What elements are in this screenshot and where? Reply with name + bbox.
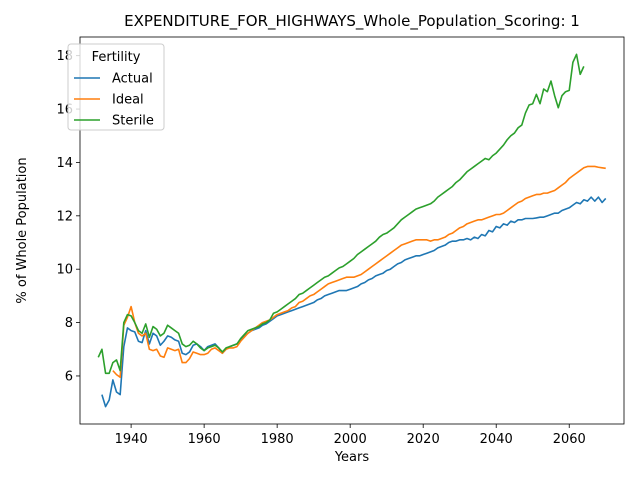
- x-tick-label: 1960: [188, 432, 221, 447]
- x-tick-label: 2040: [480, 432, 513, 447]
- y-tick-label: 14: [56, 156, 73, 171]
- plot-area: [97, 53, 607, 408]
- y-tick-label: 8: [65, 316, 73, 331]
- x-tick-label: 1980: [261, 432, 294, 447]
- legend-title: Fertility: [92, 50, 141, 65]
- y-tick-label: 6: [65, 369, 73, 384]
- series-line-actual: [101, 196, 607, 408]
- x-tick-label: 1940: [115, 432, 148, 447]
- series-line-sterile: [97, 53, 585, 375]
- y-axis-label: % of Whole Population: [15, 157, 30, 303]
- chart-title: EXPENDITURE_FOR_HIGHWAYS_Whole_Populatio…: [124, 12, 580, 31]
- x-axis-label: Years: [334, 450, 370, 465]
- x-tick-label: 2060: [553, 432, 586, 447]
- y-tick-label: 10: [56, 263, 73, 278]
- legend-label-actual: Actual: [112, 72, 153, 87]
- x-tick-label: 2020: [407, 432, 440, 447]
- y-tick-label: 12: [56, 209, 73, 224]
- legend: Fertility Actual Ideal Sterile: [67, 43, 165, 131]
- series-line-ideal: [112, 165, 606, 379]
- x-axis: 1940 1960 1980 2000 2020 2040 2060: [115, 424, 586, 447]
- legend-box: [67, 43, 165, 131]
- legend-label-ideal: Ideal: [112, 93, 144, 108]
- plot-frame: [79, 36, 625, 425]
- legend-label-sterile: Sterile: [112, 114, 154, 129]
- x-tick-label: 2000: [334, 432, 367, 447]
